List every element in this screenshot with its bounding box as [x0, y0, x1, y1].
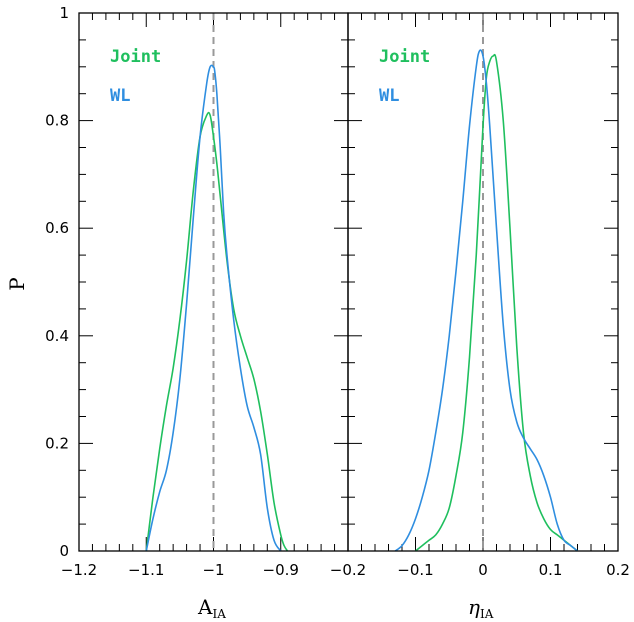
left-x-axis-label-main: A [197, 595, 213, 619]
left-x-tick-label: −0.9 [263, 561, 299, 579]
left-legend-wl: WL [110, 86, 130, 106]
left-curve-wl [145, 64, 282, 552]
right-curve-wl [394, 49, 579, 552]
y-tick-label: 0 [59, 542, 69, 560]
y-tick-label: 1 [59, 4, 69, 22]
right-x-axis-label-sub: IA [480, 607, 494, 621]
right-curve-joint [415, 53, 579, 552]
right-x-tick-label: 0.1 [539, 561, 563, 579]
right-curves [394, 49, 579, 552]
right-x-tick-label: 0 [478, 561, 488, 579]
right-legend-wl: WL [379, 86, 399, 106]
tick-labels: −1.2 −1.1 −1 −0.9 0 0.2 0.4 0.6 0.8 1 −0.1 0 0.1 0.2 −… [45, 4, 630, 579]
right-x-tick-label: 0.2 [606, 561, 630, 579]
right-x-tick-label: −0.1 [397, 561, 433, 579]
y-axis-label: P [5, 277, 29, 290]
left-curves [145, 64, 289, 552]
left-x-tick-label: −1 [202, 561, 224, 579]
left-panel: Joint WL AIA [78, 12, 349, 621]
right-x-tick-label-shared: −0.2 [330, 561, 366, 579]
y-tick-label: 0.8 [45, 112, 69, 130]
y-tick-label: 0.2 [45, 434, 69, 452]
right-panel-frame [347, 12, 619, 552]
y-tick-label: 0.4 [45, 327, 69, 345]
right-legend-joint: Joint [379, 47, 430, 67]
left-x-axis-label-sub: IA [212, 607, 226, 621]
left-x-tick-label: −1.1 [128, 561, 164, 579]
right-x-axis-label: ηIA [468, 595, 494, 621]
left-legend-joint: Joint [110, 47, 161, 67]
left-x-tick-label: −1.2 [61, 561, 97, 579]
left-curve-joint [145, 111, 289, 552]
y-tick-label: 0.6 [45, 219, 69, 237]
right-panel: Joint WL ηIA [347, 12, 619, 621]
left-x-axis-label: AIA [197, 595, 226, 621]
right-x-axis-label-main: η [468, 595, 480, 619]
